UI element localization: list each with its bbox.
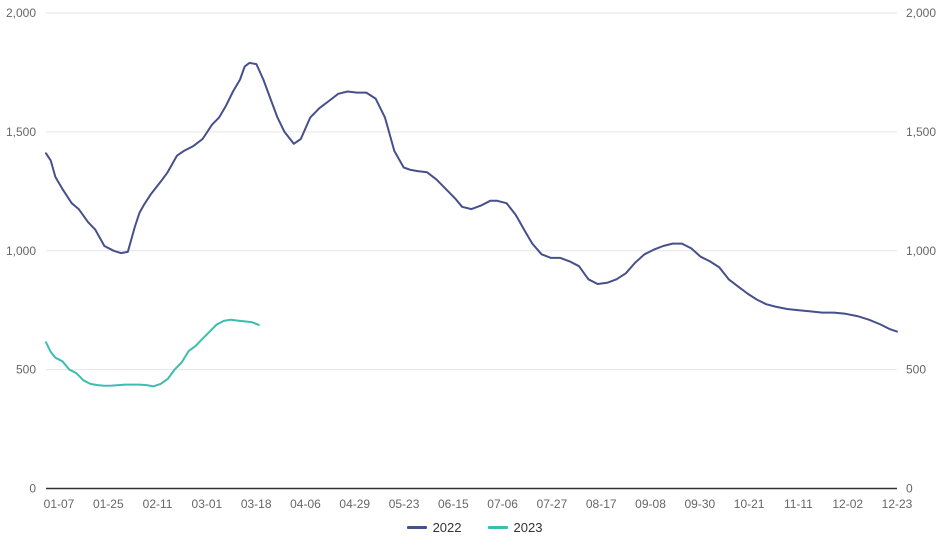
x-tick-label: 04-29 [339, 497, 370, 511]
legend-item-2022[interactable]: 2022 [406, 520, 462, 535]
legend-label-2022: 2022 [432, 520, 462, 535]
x-tick-label: 09-30 [684, 497, 715, 511]
legend-swatch-2023 [487, 526, 508, 529]
x-tick-label: 10-21 [734, 497, 765, 511]
y-tick-label-right: 2,000 [906, 6, 936, 20]
y-tick-label-left: 1,500 [6, 125, 36, 139]
x-tick-label: 07-27 [537, 497, 568, 511]
y-tick-label-right: 1,000 [906, 244, 936, 258]
series-layer [45, 61, 898, 388]
legend-swatch-2022 [406, 526, 427, 529]
y-tick-label-right: 0 [906, 482, 913, 496]
legend-item-2023[interactable]: 2023 [487, 520, 543, 535]
x-tick-label: 03-18 [241, 497, 272, 511]
x-tick-label: 07-06 [487, 497, 518, 511]
x-tick-label: 05-23 [389, 497, 420, 511]
x-tick-label: 08-17 [586, 497, 617, 511]
series-line-2022 [45, 61, 898, 333]
legend-label-2023: 2023 [513, 520, 543, 535]
y-tick-label-right: 500 [906, 363, 926, 377]
x-tick-label: 12-02 [832, 497, 863, 511]
x-tick-label: 11-11 [784, 497, 813, 511]
x-tick-label: 03-01 [192, 497, 223, 511]
y-axis-ticks: 0 0 500 500 1,000 1,000 1,500 1,500 2,000 2,000 [6, 6, 936, 496]
x-tick-label: 12-23 [882, 497, 913, 511]
gridlines [46, 12, 897, 371]
y-tick-label-left: 0 [29, 482, 36, 496]
x-tick-label: 06-15 [438, 497, 469, 511]
x-tick-label: 01-25 [93, 497, 124, 511]
x-tick-label: 02-11 [143, 497, 173, 511]
x-tick-label: 04-06 [290, 497, 321, 511]
y-tick-label-right: 1,500 [906, 125, 936, 139]
y-tick-label-left: 2,000 [6, 6, 36, 20]
y-tick-label-left: 1,000 [6, 244, 36, 258]
y-tick-label-left: 500 [16, 363, 36, 377]
x-tick-label: 09-08 [635, 497, 666, 511]
x-tick-label: 01-07 [44, 497, 75, 511]
legend: 2022 2023 [0, 520, 949, 535]
series-line-2023 [45, 318, 260, 388]
x-axis-ticks: 01-07 01-25 02-11 03-01 03-18 04-06 04-29 05-23… [44, 497, 913, 511]
